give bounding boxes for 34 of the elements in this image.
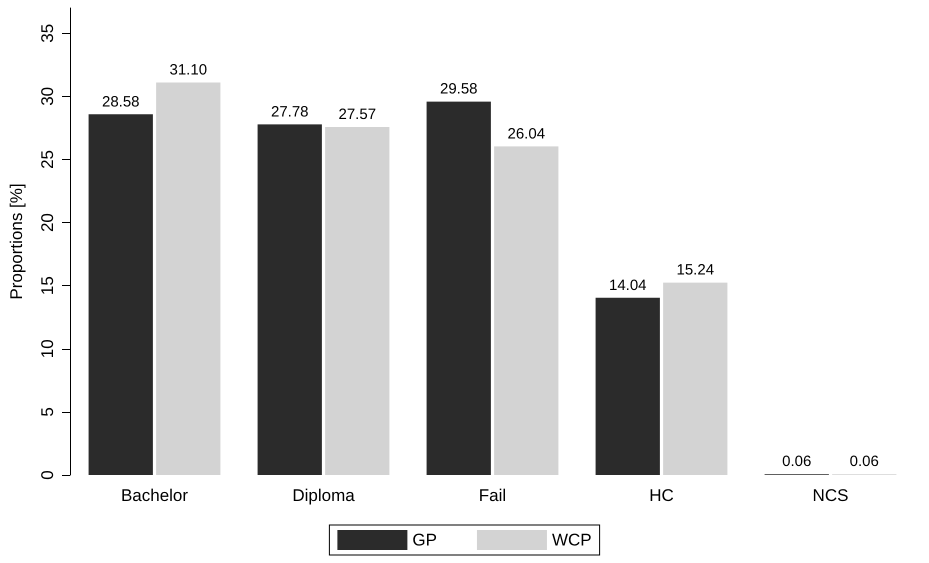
bar: [494, 146, 558, 475]
bar: [426, 102, 491, 475]
x-tick-label: Diploma: [292, 486, 356, 505]
data-label: 0.06: [850, 453, 879, 470]
data-label: 27.78: [270, 103, 309, 120]
y-tick-label: 20: [38, 213, 57, 232]
y-tick-label: 5: [38, 407, 57, 417]
bar: [325, 127, 390, 475]
y-tick-label: 15: [38, 276, 57, 296]
x-tick-label: Fail: [478, 486, 506, 505]
data-label: 15.24: [676, 262, 714, 279]
bar: [156, 82, 220, 475]
data-label: 26.04: [507, 125, 546, 142]
bar: [596, 298, 660, 475]
y-tick-label: 35: [38, 24, 57, 43]
y-axis-title: Proportions [%]: [7, 183, 26, 300]
legend-label: GP: [412, 530, 437, 550]
y-tick-label: 10: [38, 339, 57, 358]
x-tick-label: HC: [649, 486, 674, 505]
x-tick-label: Bachelor: [120, 486, 188, 505]
data-label: 27.57: [338, 106, 376, 124]
y-tick-label: 25: [38, 150, 57, 169]
data-label: 0.06: [782, 453, 812, 470]
legend-label: WCP: [552, 530, 592, 550]
data-label: 31.10: [169, 61, 208, 78]
x-tick-label: NCS: [812, 486, 848, 505]
bar: [663, 282, 728, 475]
data-label: 14.04: [608, 276, 647, 294]
bar: [258, 124, 322, 475]
y-tick-label: 0: [38, 470, 57, 480]
y-tick-label: 30: [38, 86, 57, 106]
data-label: 29.58: [440, 80, 478, 98]
bar: [88, 114, 153, 475]
data-label: 28.58: [102, 93, 140, 110]
